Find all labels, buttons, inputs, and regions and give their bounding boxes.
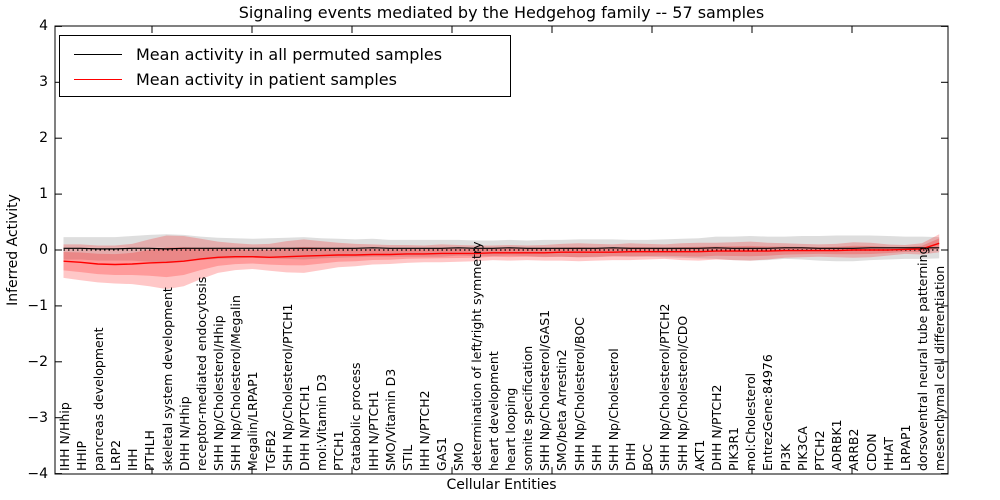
y-tick-label: 0 (39, 242, 48, 258)
y-tick-label: −2 (27, 353, 48, 370)
x-category-label: SHH Np/Cholesterol/Hhip (211, 315, 227, 471)
x-category-label: mol:Cholesterol (743, 372, 759, 471)
x-category-label: SHH Np/Cholesterol/CDO (674, 315, 690, 471)
x-category-label: SHH Np/Cholesterol/Megalin (228, 295, 244, 471)
x-category-label: IHH N/PTCH2 (417, 390, 433, 471)
y-tick-label: −3 (27, 409, 48, 426)
x-category-label: HHAT (880, 436, 896, 471)
x-category-label: SMO (451, 442, 467, 471)
x-category-label: HHIP (73, 440, 89, 471)
x-category-label: GAS1 (434, 436, 450, 471)
x-category-label: PTCH1 (331, 430, 347, 471)
x-category-label: heart development (485, 351, 501, 471)
x-category-label: IHH (125, 448, 141, 472)
x-category-label: IHH N/Hhip (56, 402, 72, 471)
x-category-label: SHH Np/Cholesterol/PTCH1 (279, 303, 295, 472)
patient-line-swatch (74, 79, 122, 80)
y-tick-label: 2 (39, 130, 48, 147)
x-category-label: mol:Vitamin D3 (314, 374, 330, 471)
y-tick-label: −4 (27, 465, 48, 482)
x-category-label: catabolic process (348, 362, 364, 471)
x-category-label: heart looping (502, 387, 518, 471)
x-category-label: SHH Np/Cholesterol/BOC (571, 317, 587, 471)
legend-item-permuted: Mean activity in all permuted samples (74, 42, 510, 67)
x-category-label: PIK3R1 (726, 426, 742, 471)
x-category-label: Megalin/LRPAP1 (245, 371, 261, 471)
x-category-label: SHH Np/Cholesterol/PTCH2 (657, 303, 673, 472)
x-category-label: PI3K (777, 443, 793, 471)
x-category-label: DHH N/PTCH1 (296, 384, 312, 471)
x-category-label: pancreas development (90, 327, 106, 471)
x-category-label: CDON (863, 433, 879, 471)
x-category-label: TGFB2 (262, 429, 278, 471)
x-category-label: PTCH2 (812, 430, 827, 471)
x-category-label: LRP2 (108, 439, 123, 471)
x-axis-label: Cellular Entities (446, 477, 557, 493)
patient-mean-line (63, 242, 940, 266)
legend-label-permuted: Mean activity in all permuted samples (136, 45, 443, 64)
x-category-label: DHH (623, 442, 639, 471)
x-category-label: receptor-mediated endocytosis (193, 276, 209, 471)
x-category-label: ARRB2 (846, 428, 862, 471)
x-category-label: PTHLH (142, 430, 158, 471)
x-category-label: somite specification (520, 345, 536, 471)
x-category-label: IHH N/PTCH1 (365, 390, 381, 471)
x-category-label: skeletal system development (159, 287, 175, 471)
x-category-label: SHH Np/Cholesterol/GAS1 (537, 309, 553, 471)
chart-title: Signaling events mediated by the Hedgeho… (238, 3, 765, 22)
x-category-label: DHH N/Hhip (176, 396, 192, 471)
permuted-mean-line (63, 247, 940, 250)
x-category-label: BOC (640, 444, 656, 471)
x-category-label: mesenchymal cell differentiation (932, 265, 948, 471)
x-category-label: STIL (399, 444, 415, 471)
legend-item-patient: Mean activity in patient samples (74, 67, 510, 92)
legend: Mean activity in all permuted samples Me… (59, 35, 511, 97)
x-category-label: DHH N/PTCH2 (708, 384, 724, 471)
x-category-label: SHH Np/Cholesterol (605, 348, 621, 471)
permuted-line-swatch (74, 54, 122, 55)
x-category-label: determination of left/right symmetry (468, 241, 484, 472)
y-tick-label: 4 (39, 18, 48, 35)
x-category-label: SHH (588, 444, 604, 471)
x-category-label: SMO/Vitamin D3 (382, 368, 398, 471)
y-tick-label: 3 (39, 74, 48, 91)
x-category-label: ADRBK1 (829, 419, 845, 471)
legend-label-patient: Mean activity in patient samples (136, 70, 397, 89)
x-category-label: EntrezGene:84976 (760, 354, 776, 471)
y-tick-label: 1 (39, 186, 48, 203)
x-category-label: LRPAP1 (897, 424, 913, 471)
x-category-label: dorsoventral neural tube patterning (915, 246, 931, 472)
x-category-label: PIK3CA (794, 426, 810, 471)
x-category-label: SMO/beta Arrestin2 (554, 349, 570, 471)
x-category-label: AKT1 (691, 439, 707, 471)
permuted-std-band (63, 234, 940, 264)
y-tick-label: −1 (27, 297, 48, 314)
